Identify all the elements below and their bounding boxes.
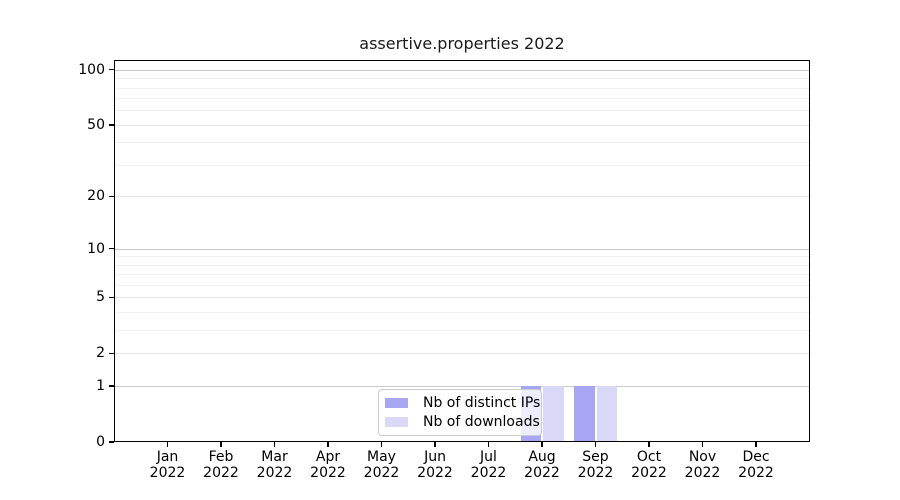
y-gridline-minor [114, 312, 810, 314]
x-tick-month: Aug [528, 449, 556, 465]
x-tick-month: Jul [480, 449, 497, 465]
y-tick-label: 0 [96, 434, 105, 450]
x-tick-month: Nov [688, 449, 717, 465]
x-tick-mark [755, 442, 757, 447]
legend-label: Nb of downloads [423, 414, 540, 431]
y-gridline [114, 386, 810, 388]
y-tick-mark [109, 385, 114, 387]
x-tick-label: Oct 2022 [617, 449, 681, 481]
x-tick-label: Sep 2022 [564, 449, 628, 481]
y-gridline-minor [114, 285, 810, 287]
y-tick-label: 2 [96, 345, 105, 362]
x-tick-year: 2022 [524, 464, 560, 481]
legend-label: Nb of distinct IPs [423, 394, 541, 411]
y-gridline-minor [114, 330, 810, 332]
y-tick-mark [109, 124, 114, 126]
x-tick-year: 2022 [417, 464, 453, 481]
y-gridline [114, 69, 810, 71]
x-tick-year: 2022 [470, 464, 507, 481]
x-tick-year: 2022 [149, 464, 186, 481]
x-tick-label: Aug 2022 [510, 449, 574, 481]
x-tick-mark [648, 442, 650, 447]
x-tick-label: Dec 2022 [724, 449, 788, 481]
x-tick-label: Nov 2022 [671, 449, 735, 481]
x-tick-label: Jan 2022 [136, 449, 200, 481]
x-tick-mark [701, 442, 704, 447]
y-gridline [114, 124, 810, 126]
y-gridline-minor [114, 78, 810, 80]
x-tick-mark [487, 442, 490, 447]
y-tick-mark [109, 69, 114, 71]
x-tick-mark [166, 442, 169, 447]
y-gridline [114, 196, 810, 198]
y-tick-label: 50 [87, 116, 105, 133]
y-tick-label: 100 [78, 61, 105, 78]
y-gridline-minor [114, 274, 810, 276]
y-gridline [114, 248, 810, 250]
x-tick-year: 2022 [363, 464, 400, 481]
legend-swatch [385, 417, 408, 428]
x-tick-month: Dec [742, 449, 770, 465]
x-tick-month: May [367, 449, 396, 465]
x-tick-mark [541, 442, 543, 447]
x-tick-year: 2022 [631, 464, 667, 481]
x-tick-year: 2022 [256, 464, 293, 481]
bar-distinct-ips [574, 386, 595, 442]
y-gridline-minor [114, 264, 810, 266]
x-tick-mark [220, 442, 222, 447]
x-tick-year: 2022 [577, 464, 614, 481]
x-tick-mark [434, 442, 436, 447]
x-tick-year: 2022 [310, 464, 346, 481]
x-tick-month: Sep [582, 449, 609, 465]
y-tick-label: 1 [96, 378, 105, 395]
y-gridline-minor [114, 142, 810, 144]
x-tick-month: Jun [424, 449, 446, 465]
x-tick-month: Oct [636, 449, 662, 465]
y-gridline [114, 353, 810, 355]
x-tick-year: 2022 [684, 464, 721, 481]
x-tick-year: 2022 [738, 464, 774, 481]
x-tick-mark [327, 442, 329, 447]
plot-area [114, 60, 810, 442]
x-tick-mark [380, 442, 383, 447]
x-tick-label: Jul 2022 [457, 449, 521, 481]
bar-downloads [596, 386, 617, 442]
legend: Nb of distinct IPs Nb of downloads [378, 389, 542, 436]
y-gridline-minor [114, 165, 810, 167]
x-tick-month: Jan [156, 449, 179, 465]
y-gridline-minor [114, 87, 810, 89]
y-tick-mark [109, 195, 114, 198]
y-tick-mark [109, 247, 114, 250]
x-tick-label: Feb 2022 [189, 449, 253, 481]
y-tick-mark [109, 352, 114, 355]
x-tick-month: Mar [261, 449, 288, 465]
x-tick-month: Apr [315, 449, 341, 465]
grid-layer [114, 60, 810, 442]
legend-item: Nb of downloads [385, 413, 540, 433]
y-tick-mark [109, 296, 114, 299]
legend-item: Nb of distinct IPs [385, 393, 540, 413]
bar-downloads [543, 386, 564, 442]
y-gridline-minor [114, 98, 810, 100]
x-tick-year: 2022 [203, 464, 239, 481]
y-gridline-minor [114, 256, 810, 258]
x-tick-mark [594, 442, 597, 447]
chart-title: assertive.properties 2022 [359, 34, 565, 53]
x-tick-label: Apr 2022 [296, 449, 360, 481]
legend-swatch [385, 397, 408, 408]
x-tick-label: Jun 2022 [403, 449, 467, 481]
x-tick-label: May 2022 [350, 449, 414, 481]
y-tick-label: 5 [96, 289, 105, 306]
y-tick-mark [109, 441, 114, 443]
x-tick-label: Mar 2022 [243, 449, 307, 481]
x-tick-month: Feb [208, 449, 234, 465]
x-tick-mark [273, 442, 276, 447]
y-tick-label: 20 [87, 188, 105, 205]
y-gridline [114, 297, 810, 299]
y-gridline-minor [114, 110, 810, 112]
y-tick-label: 10 [87, 240, 105, 257]
